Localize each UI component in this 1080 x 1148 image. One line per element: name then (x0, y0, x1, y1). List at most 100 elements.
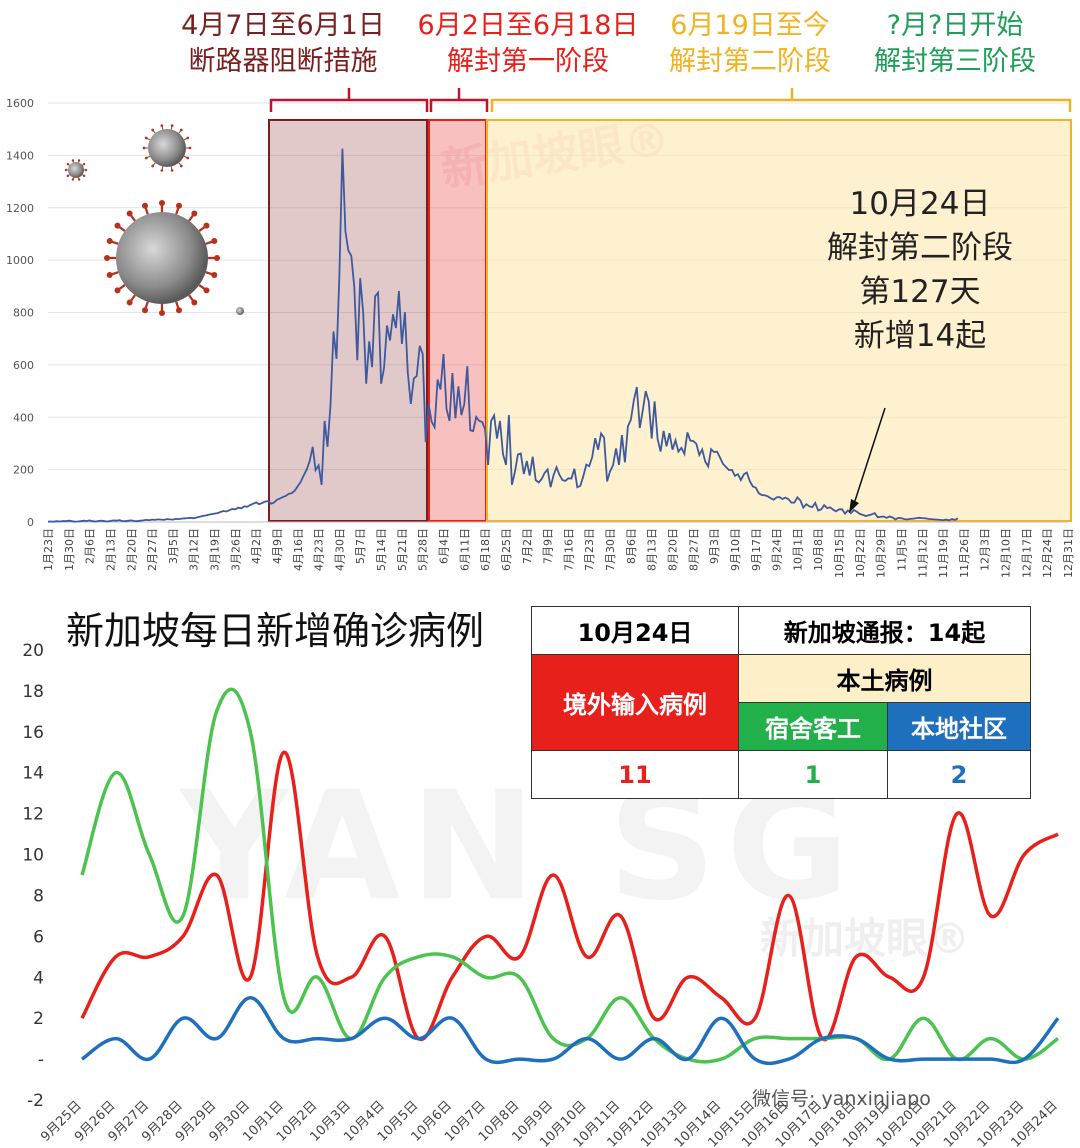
x-tick-label: 3月5日 (167, 528, 180, 564)
x-tick-label: 5月7日 (354, 528, 367, 564)
series-line-imported (80, 750, 1059, 1042)
y-tick-label: 18 (22, 682, 44, 702)
x-tick-label: 11月5日 (895, 528, 908, 571)
x-tick-label: 12月17日 (1020, 528, 1033, 578)
annotation-date: 10月24日 (849, 186, 991, 222)
x-tick-label: 4月30日 (333, 528, 346, 571)
annotation-box: 10月24日 解封第二阶段 第127天 新增14起 (780, 182, 1060, 358)
virus-icon (142, 124, 192, 172)
annotation-new: 新增14起 (853, 318, 987, 354)
x-tick-label: 4月9日 (271, 528, 284, 564)
x-tick-label: 8月20日 (666, 528, 679, 571)
phase-lockdown-line2: 断路器阻断措施 (188, 46, 378, 77)
y-tick-label: 1200 (6, 202, 34, 215)
x-tick-label: 12月10日 (1000, 528, 1013, 578)
top-chart: 0 200 400 600 800 1000 1200 1400 1600 1月23日 1月30日 2… (6, 88, 1075, 578)
summary-table: 10月24日 新加坡通报：14起 境外输入病例 本土病例 宿舍客工 本地社区 1… (531, 606, 1031, 799)
x-tick-label: 10月29日 (875, 528, 888, 578)
table-report: 新加坡通报：14起 (738, 606, 1031, 655)
bracket-phase1 (429, 88, 489, 112)
phase-lockdown-line1: 4月7日至6月1日 (181, 10, 385, 41)
x-tick-label: 6月4日 (438, 528, 451, 564)
table-dorm-header: 宿舍客工 (738, 702, 888, 751)
x-tick-label: 1月23日 (42, 528, 55, 571)
x-tick-label: 12月31日 (1062, 528, 1075, 578)
x-tick-label: 5月14日 (375, 528, 388, 571)
x-tick-label: 2月20日 (125, 528, 138, 571)
y-tick-label: 10 (22, 846, 44, 866)
x-tick-label: 9月10日 (729, 528, 742, 571)
y-tick-label: 800 (13, 307, 34, 320)
x-tick-label: 10月1日 (791, 528, 804, 571)
chart-title: 新加坡每日新增确诊病例 (66, 609, 485, 653)
virus-icon (64, 159, 88, 181)
x-tick-label: 6月25日 (500, 528, 513, 571)
x-tick-label: 7月30日 (604, 528, 617, 571)
x-tick-label: 7月23日 (583, 528, 596, 571)
bracket-lockdown (269, 88, 429, 112)
bracket-phase2 (490, 88, 1072, 112)
y-tick-label: 1000 (6, 254, 34, 267)
phase-box-phase1 (428, 119, 487, 522)
y-tick-label: 4 (33, 968, 44, 988)
y-tick-label: 2 (33, 1009, 44, 1029)
table-community-header: 本地社区 (887, 702, 1031, 751)
x-tick-label: 11月19日 (937, 528, 950, 578)
phase1-line1: 6月2日至6月18日 (417, 10, 639, 41)
x-tick-label: 8月27日 (687, 528, 700, 571)
phase3-line2: 解封第三阶段 (874, 46, 1036, 77)
y-tick-label: 6 (33, 927, 44, 947)
x-tick-label: 2月6日 (84, 528, 97, 564)
phase3-line1: ?月?日开始 (886, 10, 1024, 41)
y-tick-label: 16 (22, 723, 44, 743)
virus-icon (104, 200, 220, 316)
x-tick-label: 11月26日 (958, 528, 971, 578)
y-tick-label: 200 (13, 464, 34, 477)
x-tick-label: 9月3日 (708, 528, 721, 564)
x-tick-label: 3月19日 (209, 528, 222, 571)
x-tick-label: 5月28日 (417, 528, 430, 571)
x-tick-label: 8月13日 (646, 528, 659, 571)
y-tick-label: 1400 (6, 149, 34, 162)
phase-label-phase1: 6月2日至6月18日 解封第一阶段 (408, 8, 648, 80)
x-tick-label: 9月17日 (750, 528, 763, 571)
series-line-dorm (80, 687, 1060, 1064)
x-tick-label: 10月15日 (833, 528, 846, 578)
annotation-day: 第127天 (859, 274, 981, 310)
x-tick-label: 11月12日 (916, 528, 929, 578)
y-tick-label: 8 (33, 886, 44, 906)
y-tick-label: 14 (22, 764, 44, 784)
y-tick-label: 1600 (6, 97, 34, 110)
series-line-community (80, 995, 1060, 1066)
annotation-arrowhead (849, 499, 859, 513)
table-dorm-value: 1 (738, 750, 888, 799)
x-tick-label: 4月2日 (250, 528, 263, 564)
x-tick-label: 4月23日 (313, 528, 326, 571)
x-tick-label: 7月9日 (542, 528, 555, 564)
table-imported-header: 境外输入病例 (531, 654, 739, 751)
phase2-line1: 6月19日至今 (670, 10, 830, 41)
x-tick-label: 3月12日 (188, 528, 201, 571)
x-tick-label: 3月26日 (229, 528, 242, 571)
phase1-line2: 解封第一阶段 (447, 46, 609, 77)
bottom-chart: -2-24681012141618209月25日9月26日9月27日9月28日9… (22, 641, 1060, 1148)
y-tick-label: - (38, 1050, 44, 1070)
y-tick-label: -2 (27, 1091, 44, 1111)
x-tick-label: 8月6日 (625, 528, 638, 564)
x-tick-label: 2月27日 (146, 528, 159, 571)
x-tick-label: 6月11日 (458, 528, 471, 571)
phase2-line2: 解封第二阶段 (669, 46, 831, 77)
x-tick-label: 4月16日 (292, 528, 305, 571)
x-tick-label: 10月8日 (812, 528, 825, 571)
phase-box-phase2 (486, 119, 1072, 522)
y-tick-label: 600 (13, 359, 34, 372)
virus-icon (236, 307, 244, 315)
phase-label-lockdown: 4月7日至6月1日 断路器阻断措施 (163, 8, 403, 80)
x-tick-label: 2月13日 (104, 528, 117, 571)
table-imported-value: 11 (531, 750, 739, 799)
phase-label-phase3: ?月?日开始 解封第三阶段 (850, 8, 1060, 80)
phase-label-phase2: 6月19日至今 解封第二阶段 (650, 8, 850, 80)
y-tick-label: 0 (27, 516, 34, 529)
table-community-value: 2 (887, 750, 1031, 799)
wechat-id: 微信号: yanxinjiapo (752, 1088, 931, 1110)
